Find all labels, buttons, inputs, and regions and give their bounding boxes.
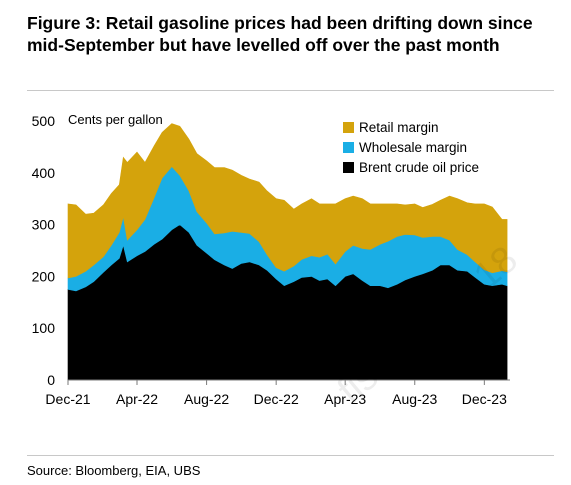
area-series-2 — [67, 123, 508, 279]
x-tick-label: Aug-22 — [184, 391, 229, 407]
chart-axes: 0 100 200 300 400 500 Dec-21 Apr-22 Aug-22 Dec-22… — [32, 113, 510, 407]
y-tick-label: 300 — [32, 217, 56, 233]
x-tick-label: Apr-23 — [324, 391, 366, 407]
y-tick-label: 100 — [32, 320, 56, 336]
x-tick-label: Dec-22 — [254, 391, 299, 407]
source-divider — [27, 455, 554, 456]
figure-title: Figure 3: Retail gasoline prices had bee… — [27, 13, 533, 55]
source-note: Source: Bloomberg, EIA, UBS — [27, 463, 201, 478]
legend-label: Brent crude oil price — [359, 160, 479, 175]
legend-swatch — [343, 142, 354, 153]
legend-swatch — [343, 122, 354, 133]
x-tick-label: Apr-22 — [116, 391, 158, 407]
y-tick-label: 500 — [32, 113, 56, 129]
legend-label: Retail margin — [359, 120, 439, 135]
y-tick-label: 0 — [47, 372, 55, 388]
x-tick-label: Aug-23 — [392, 391, 437, 407]
y-tick-label: 200 — [32, 268, 56, 284]
x-tick-label: Dec-21 — [45, 391, 90, 407]
chart-legend: Retail margin Wholesale margin Brent crude… — [343, 120, 479, 175]
legend-label: Wholesale margin — [359, 140, 467, 155]
y-axis-label: Cents per gallon — [68, 112, 163, 127]
title-divider — [27, 90, 554, 91]
y-tick-label: 400 — [32, 165, 56, 181]
x-tick-label: Dec-23 — [462, 391, 507, 407]
legend-swatch — [343, 162, 354, 173]
